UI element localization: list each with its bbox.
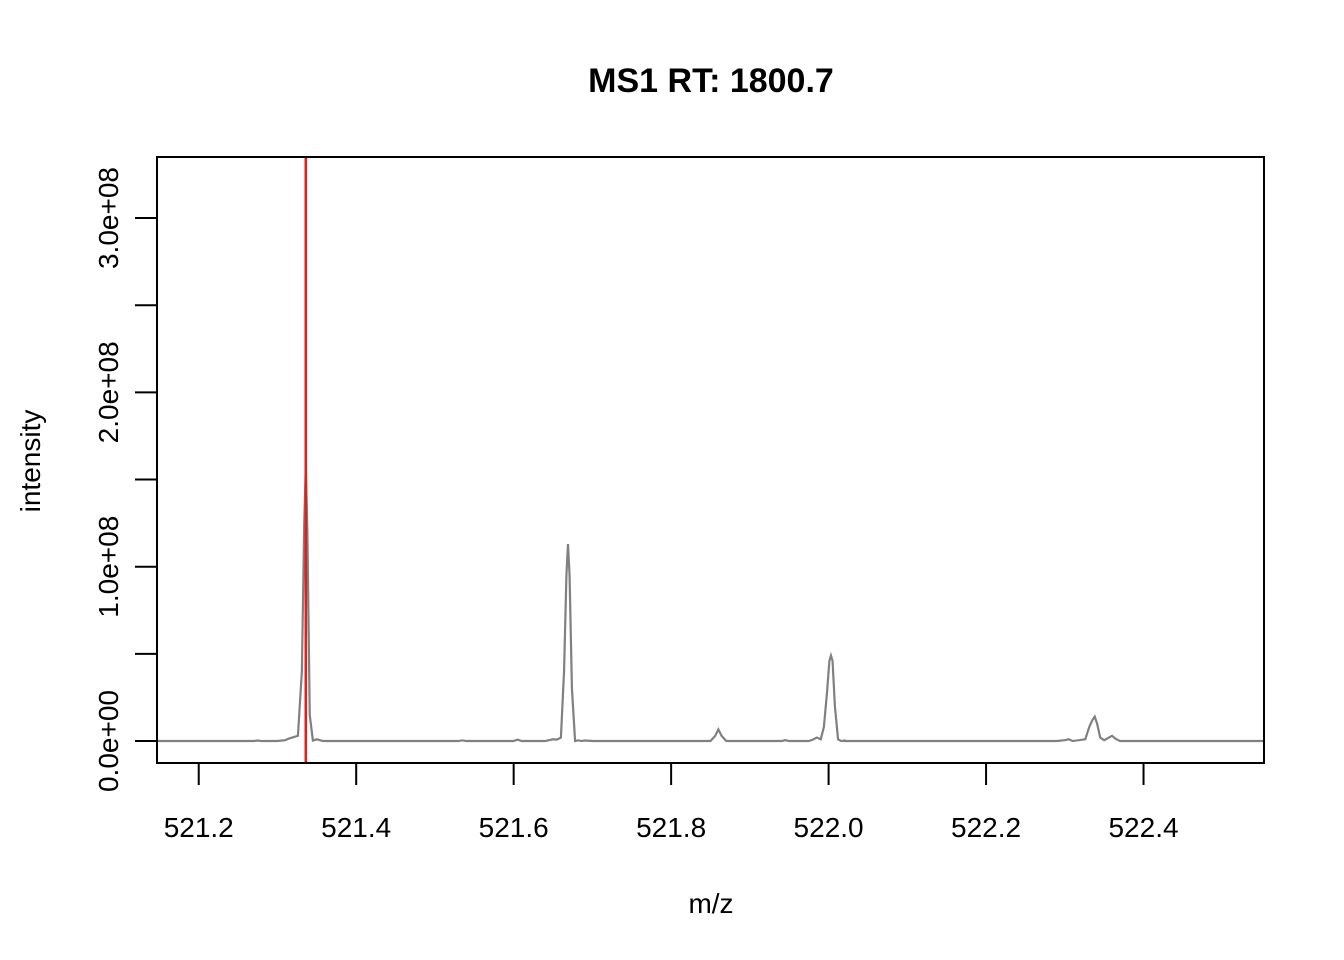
x-tick-label: 521.2 [164,812,234,843]
y-tick-label: 2.0e+08 [93,341,124,443]
x-tick-label: 521.8 [636,812,706,843]
spectrum-series-line [157,465,1264,743]
y-tick-label: 0.0e+00 [93,690,124,792]
y-axis: 0.0e+00 1.0e+08 2.0e+08 3.0e+08 [93,167,158,792]
x-tick-label: 522.4 [1108,812,1178,843]
y-tick-label: 1.0e+08 [93,516,124,618]
x-tick-label: 522.0 [794,812,864,843]
y-axis-label: intensity [15,410,46,513]
x-axis-label: m/z [688,888,733,919]
y-tick-label: 3.0e+08 [93,167,124,269]
plot-area [157,157,1264,763]
plot-frame [156,156,1265,764]
x-axis: 521.2 521.4 521.6 521.8 522.0 522.2 522.4 [164,762,1179,843]
chart-title: MS1 RT: 1800.7 [588,62,834,100]
x-tick-label: 521.4 [321,812,391,843]
x-tick-label: 521.6 [479,812,549,843]
x-tick-label: 522.2 [951,812,1021,843]
